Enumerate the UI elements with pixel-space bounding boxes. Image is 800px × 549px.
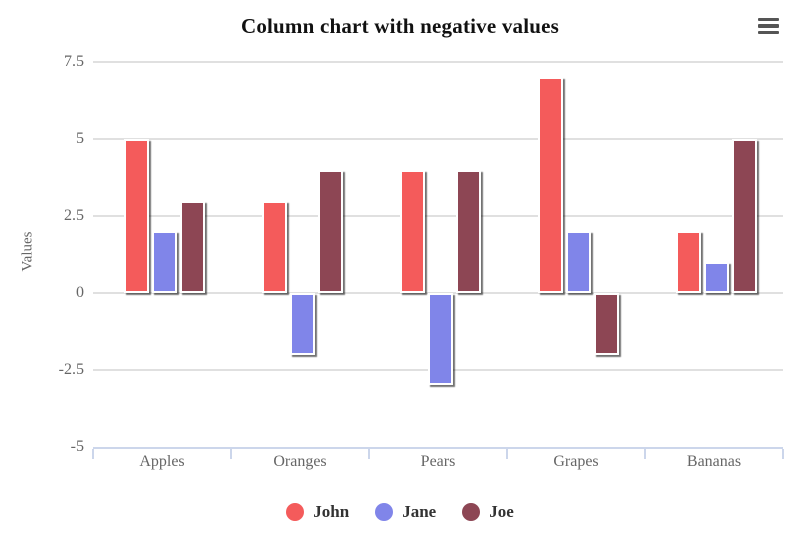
- bar-jane-bananas[interactable]: [704, 262, 729, 293]
- x-tick-label-oranges: Oranges: [273, 453, 327, 470]
- legend-label: Jane: [402, 502, 437, 521]
- x-tick-label-bananas: Bananas: [686, 453, 742, 470]
- y-tick-label: -5: [70, 438, 84, 455]
- x-tick-label-apples: Apples: [139, 453, 185, 470]
- context-menu-button[interactable]: [751, 11, 785, 41]
- y-axis-title: Values: [19, 231, 36, 272]
- bar-joe-pears[interactable]: [456, 170, 481, 293]
- y-tick-label: 7.5: [64, 53, 84, 70]
- x-axis-tick: [644, 449, 646, 459]
- bar-joe-apples[interactable]: [180, 201, 205, 293]
- plot-area: [93, 61, 783, 449]
- legend-label: Joe: [489, 502, 514, 521]
- legend: John Jane Joe: [0, 500, 800, 524]
- x-axis-tick: [368, 449, 370, 459]
- legend-label: John: [313, 502, 350, 521]
- chart-title: Column chart with negative values: [240, 14, 560, 38]
- legend-item-joe[interactable]: Joe: [462, 502, 514, 522]
- x-tick-label-grapes: Grapes: [553, 453, 599, 470]
- bar-john-grapes[interactable]: [538, 77, 563, 293]
- x-axis-tick: [230, 449, 232, 459]
- y-tick-label: 0: [76, 284, 84, 301]
- legend-item-jane[interactable]: Jane: [375, 502, 436, 522]
- bar-jane-apples[interactable]: [152, 231, 177, 293]
- bar-joe-bananas[interactable]: [732, 139, 757, 293]
- bar-joe-grapes[interactable]: [594, 293, 619, 355]
- gridline: [93, 215, 783, 217]
- bar-john-apples[interactable]: [124, 139, 149, 293]
- bar-joe-oranges[interactable]: [318, 170, 343, 293]
- legend-item-john[interactable]: John: [286, 502, 349, 522]
- x-axis-tick: [782, 449, 784, 459]
- legend-marker-icon: [375, 503, 394, 521]
- y-tick-label: 2.5: [64, 207, 84, 224]
- y-tick-label: -2.5: [58, 361, 84, 378]
- bar-john-pears[interactable]: [400, 170, 425, 293]
- bar-jane-pears[interactable]: [428, 293, 453, 385]
- legend-marker-icon: [462, 503, 481, 521]
- x-axis-tick: [506, 449, 508, 459]
- y-tick-label: 5: [76, 130, 84, 147]
- gridline: [93, 61, 783, 63]
- bar-jane-grapes[interactable]: [566, 231, 591, 293]
- hamburger-menu-icon: [757, 17, 779, 35]
- bar-john-bananas[interactable]: [676, 231, 701, 293]
- bar-john-oranges[interactable]: [262, 201, 287, 293]
- gridline: [93, 138, 783, 140]
- x-tick-label-pears: Pears: [420, 453, 456, 470]
- bar-jane-oranges[interactable]: [290, 293, 315, 355]
- legend-marker-icon: [286, 503, 305, 521]
- x-axis-tick: [92, 449, 94, 459]
